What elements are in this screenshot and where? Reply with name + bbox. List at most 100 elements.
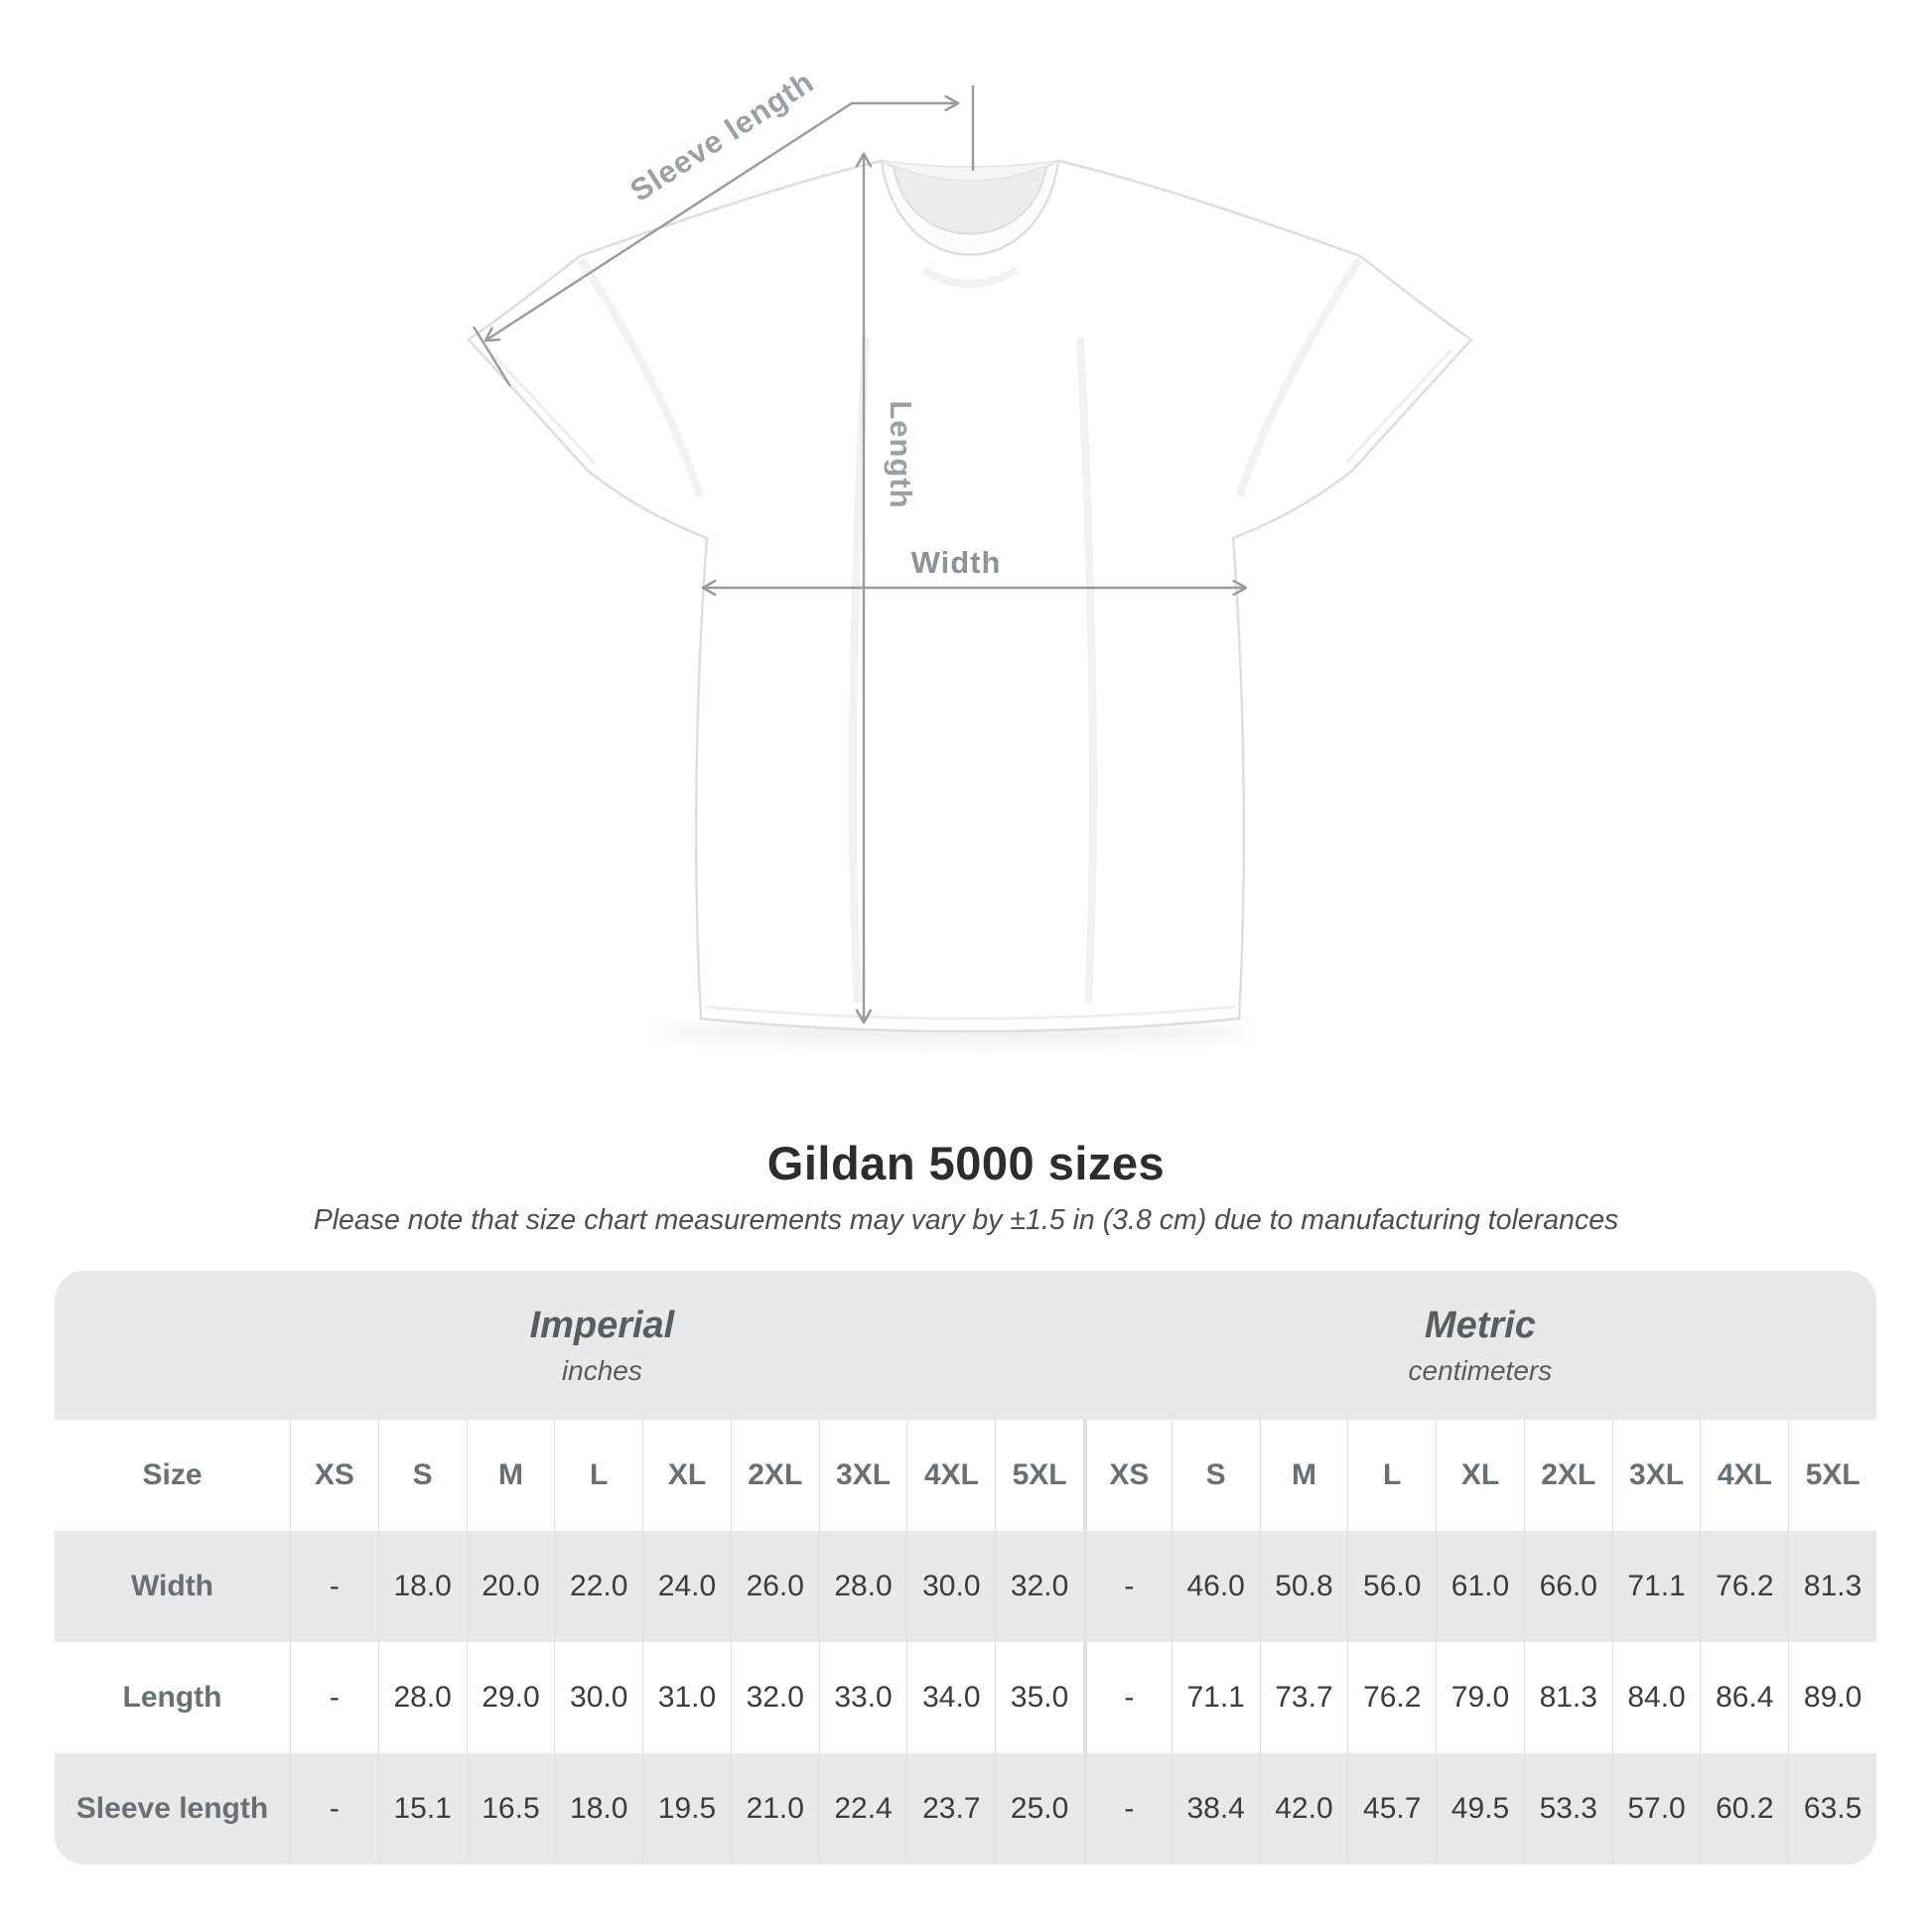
table-cell: 71.1 (1171, 1642, 1260, 1753)
size-col-header: S (377, 1420, 467, 1531)
table-cell: 86.4 (1700, 1642, 1788, 1753)
table-cell: 71.1 (1611, 1531, 1701, 1642)
table-cell: 42.0 (1259, 1753, 1348, 1864)
table-cell: 53.3 (1523, 1753, 1612, 1864)
size-col-header: M (1259, 1420, 1348, 1531)
size-col-header: S (1171, 1420, 1260, 1531)
table-cell: - (290, 1531, 378, 1642)
table-cell: 60.2 (1700, 1753, 1788, 1864)
size-col-header: L (554, 1420, 642, 1531)
table-cell: 38.4 (1171, 1753, 1260, 1864)
table-cell: 28.0 (377, 1642, 467, 1753)
size-col-header: XL (642, 1420, 731, 1531)
table-cell: 33.0 (818, 1642, 907, 1753)
table-cell: - (1083, 1642, 1172, 1753)
imperial-header: Imperial inches (55, 1271, 1084, 1420)
tshirt-body (467, 159, 1473, 1034)
size-col-header: 3XL (818, 1420, 907, 1531)
metric-title: Metric (1424, 1304, 1536, 1346)
size-col-header: L (1347, 1420, 1436, 1531)
table-cell: 18.0 (554, 1753, 642, 1864)
table-cell: 61.0 (1436, 1531, 1524, 1642)
table-cell: 32.0 (730, 1642, 819, 1753)
table-cell: 81.3 (1523, 1642, 1612, 1753)
table-cell: 76.2 (1700, 1531, 1788, 1642)
tshirt-measurement-diagram: Sleeve length Length Width (467, 65, 1473, 1045)
table-cell: 89.0 (1788, 1642, 1876, 1753)
table-cell: 50.8 (1259, 1531, 1348, 1642)
measurement-annotations (472, 85, 1248, 1025)
table-cell: 31.0 (642, 1642, 731, 1753)
table-cell: 76.2 (1347, 1642, 1436, 1753)
sleeve-measure-line (483, 94, 960, 343)
table-cell: 32.0 (995, 1531, 1083, 1642)
table-cell: 26.0 (730, 1531, 819, 1642)
metric-unit: centimeters (1408, 1354, 1553, 1386)
length-label: Length (884, 400, 918, 508)
table-cell: 57.0 (1611, 1753, 1701, 1864)
table-cell: - (1083, 1753, 1172, 1864)
table-cell: 24.0 (642, 1531, 731, 1642)
table-cell: 35.0 (995, 1642, 1083, 1753)
unit-header-band: Imperial inches Metric centimeters (55, 1271, 1876, 1420)
size-header-row: Size XS S M L XL 2XL 3XL 4XL 5XL XS S M … (55, 1420, 1876, 1531)
table-cell: 46.0 (1171, 1531, 1260, 1642)
size-col-header: 5XL (995, 1420, 1083, 1531)
seam-lines (486, 347, 1453, 1021)
size-col-header: 2XL (1523, 1420, 1612, 1531)
size-col-header: 4XL (1700, 1420, 1788, 1531)
size-col-header: 2XL (730, 1420, 819, 1531)
table-cell: 63.5 (1788, 1753, 1876, 1864)
size-col-header: 4XL (906, 1420, 995, 1531)
table-cell: 34.0 (906, 1642, 995, 1753)
row-label: Width (130, 1570, 214, 1602)
size-col-header: 3XL (1611, 1420, 1701, 1531)
size-table: Imperial inches Metric centimeters Size … (55, 1271, 1876, 1864)
table-cell: 16.5 (466, 1753, 555, 1864)
table-cell: 20.0 (466, 1531, 555, 1642)
page-title: Gildan 5000 sizes (766, 1137, 1166, 1189)
table-cell: 15.1 (377, 1753, 467, 1864)
table-cell: 21.0 (730, 1753, 819, 1864)
size-col-header: M (466, 1420, 555, 1531)
row-label: Length (122, 1681, 222, 1714)
table-cell: 22.0 (554, 1531, 642, 1642)
size-col-header: XL (1436, 1420, 1524, 1531)
table-cell: 30.0 (906, 1531, 995, 1642)
size-corner-label: Size (142, 1458, 203, 1491)
page-subtitle: Please note that size chart measurements… (313, 1204, 1619, 1236)
table-cell: 79.0 (1436, 1642, 1524, 1753)
table-cell: 19.5 (642, 1753, 731, 1864)
tshirt-graphic (467, 159, 1473, 1034)
row-label: Sleeve length (75, 1792, 269, 1825)
table-cell: 84.0 (1611, 1642, 1701, 1753)
table-cell: - (290, 1753, 378, 1864)
sleeve-tick (472, 326, 512, 387)
title-block: Gildan 5000 sizes Please note that size … (0, 1136, 1932, 1237)
imperial-title: Imperial (529, 1304, 675, 1346)
size-col-header: XS (1083, 1420, 1172, 1531)
size-col-header: 5XL (1788, 1420, 1876, 1531)
imperial-unit: inches (561, 1354, 642, 1386)
metric-header: Metric centimeters (1084, 1271, 1876, 1420)
table-cell: 25.0 (995, 1753, 1083, 1864)
table-cell: 29.0 (466, 1642, 555, 1753)
table-row-sleeve-length: Sleeve length - 15.1 16.5 18.0 19.5 21.0… (55, 1753, 1876, 1864)
size-col-header: XS (290, 1420, 378, 1531)
table-cell: 73.7 (1259, 1642, 1348, 1753)
table-cell: 22.4 (818, 1753, 907, 1864)
table-cell: 45.7 (1347, 1753, 1436, 1864)
table-cell: - (290, 1642, 378, 1753)
width-label: Width (911, 545, 1002, 580)
table-cell: 56.0 (1347, 1531, 1436, 1642)
table-cell: 18.0 (377, 1531, 467, 1642)
table-cell: 28.0 (818, 1531, 907, 1642)
table-row-width: Width - 18.0 20.0 22.0 24.0 26.0 28.0 30… (55, 1531, 1876, 1642)
table-cell: 23.7 (906, 1753, 995, 1864)
table-cell: 30.0 (554, 1642, 642, 1753)
table-cell: 49.5 (1436, 1753, 1524, 1864)
table-cell: 66.0 (1523, 1531, 1612, 1642)
table-cell: - (1083, 1531, 1172, 1642)
table-row-length: Length - 28.0 29.0 30.0 31.0 32.0 33.0 3… (55, 1642, 1876, 1753)
